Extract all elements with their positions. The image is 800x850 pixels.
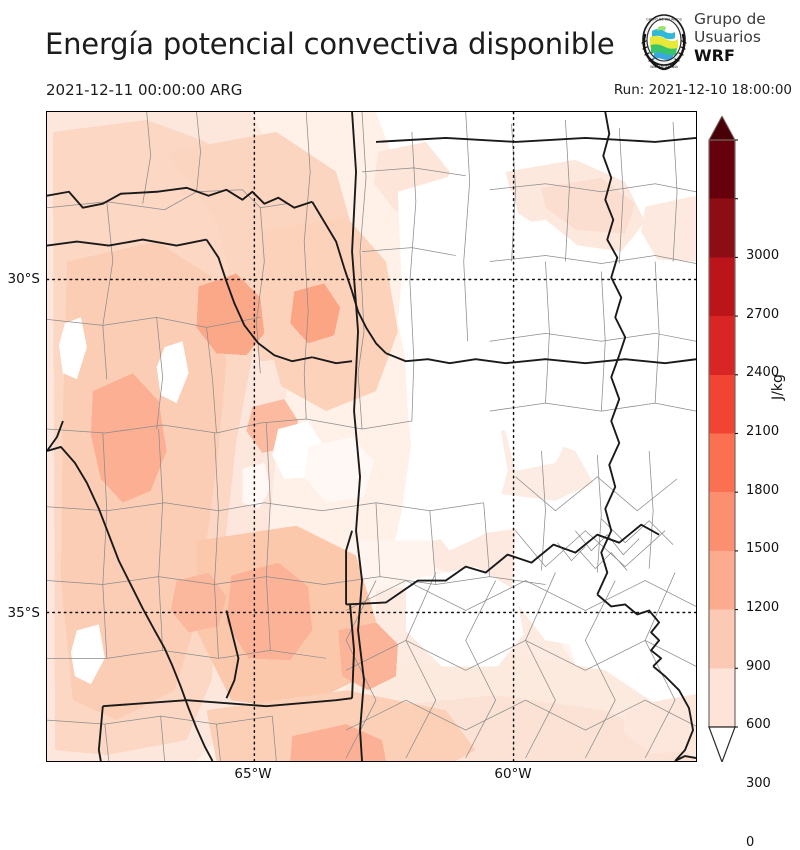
wrf-user-group-logo: GRUPO DE USUARIOS WRF ARGENTINA Grupo de…	[636, 10, 798, 75]
cape-map-panel[interactable]	[46, 111, 697, 762]
logo-text-block: Grupo de Usuarios WRF	[694, 10, 798, 65]
colorbar-label-0: 0	[746, 835, 755, 850]
colorbar-swatches	[708, 116, 738, 762]
colorbar-label-2700: 2700	[746, 307, 780, 322]
cape-colorbar[interactable]: 3000 2700 2400 2100 1800 1500 1200 900 6…	[708, 116, 779, 850]
logo-line-3: WRF	[694, 46, 735, 65]
colorbar-tick-marks	[735, 139, 738, 728]
logo-line-2: Usuarios	[694, 27, 761, 46]
colorbar-label-900: 900	[746, 659, 771, 674]
lat-tick-30s: 30°S	[7, 271, 41, 287]
lat-tick-35s: 35°S	[7, 605, 41, 621]
cape-field-plot	[47, 112, 696, 761]
valid-time-label: 2021-12-11 00:00:00 ARG	[46, 81, 243, 99]
colorbar-label-2400: 2400	[746, 365, 780, 380]
department-boundaries-layer	[47, 112, 696, 761]
colorbar-label-1200: 1200	[746, 600, 780, 615]
colorbar-band-group	[709, 140, 735, 727]
graticule-layer	[47, 112, 696, 761]
svg-text:WRF ARGENTINA: WRF ARGENTINA	[650, 65, 679, 69]
country-boundaries-layer	[47, 112, 696, 761]
colorbar-label-2100: 2100	[746, 424, 780, 439]
colorbar-unit-label: J/kg	[770, 374, 786, 400]
colorbar-label-1800: 1800	[746, 483, 780, 498]
lon-tick-60w: 60°W	[494, 766, 532, 782]
page-title: Energía potencial convectiva disponible	[45, 27, 615, 61]
colorbar-label-600: 600	[746, 717, 771, 732]
logo-line-1: Grupo de	[694, 10, 766, 28]
svg-text:GRUPO DE USUARIOS: GRUPO DE USUARIOS	[646, 18, 682, 22]
lon-tick-65w: 65°W	[234, 766, 272, 782]
colorbar-label-1500: 1500	[746, 541, 780, 556]
colorbar-label-300: 300	[746, 776, 771, 791]
wrf-user-group-seal-icon: GRUPO DE USUARIOS WRF ARGENTINA	[641, 14, 687, 71]
run-time-label: Run: 2021-12-10 18:00:00	[613, 82, 792, 98]
colorbar-label-3000: 3000	[746, 248, 780, 263]
